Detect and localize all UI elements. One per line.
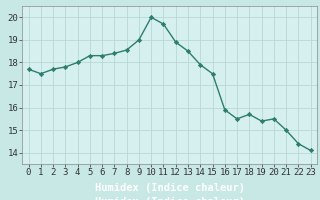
X-axis label: Humidex (Indice chaleur): Humidex (Indice chaleur) [95,197,244,200]
Text: Humidex (Indice chaleur): Humidex (Indice chaleur) [95,183,244,193]
